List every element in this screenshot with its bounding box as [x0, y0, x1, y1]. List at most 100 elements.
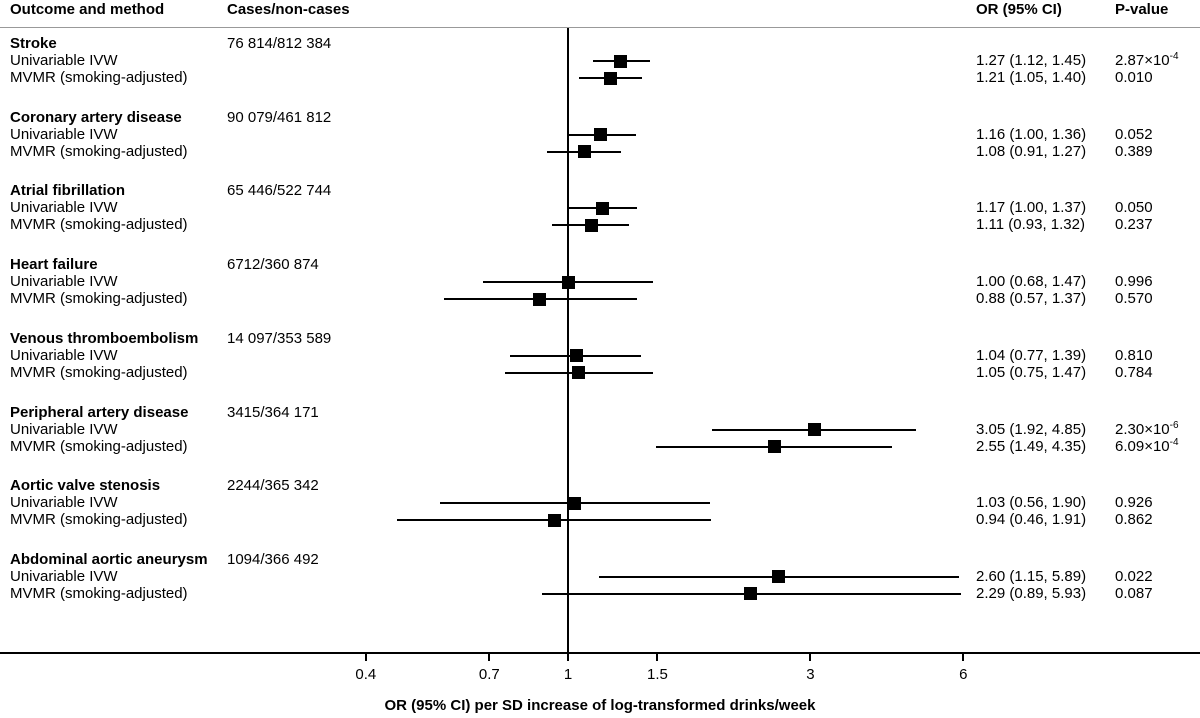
or-marker: [603, 71, 617, 85]
or-ci-value: 2.60 (1.15, 5.89): [976, 567, 1087, 585]
method-label: MVMR (smoking-adjusted): [10, 290, 188, 308]
method-label: Univariable IVW: [10, 346, 118, 364]
method-label: MVMR (smoking-adjusted): [10, 584, 188, 602]
or-marker: [614, 54, 628, 68]
or-ci-value: 2.55 (1.49, 4.35): [976, 437, 1087, 455]
or-ci-value: 3.05 (1.92, 4.85): [976, 420, 1087, 438]
column-header-outcome: Outcome and method: [10, 1, 165, 18]
method-label: Univariable IVW: [10, 567, 118, 585]
x-axis-tick-label: 6: [959, 666, 968, 683]
p-value: 0.862: [1115, 511, 1153, 529]
outcome-label: Heart failure: [10, 256, 98, 274]
column-header-cases: Cases/non-cases: [227, 1, 350, 18]
method-label: MVMR (smoking-adjusted): [10, 363, 188, 381]
method-label: Univariable IVW: [10, 494, 118, 512]
p-value: 0.010: [1115, 69, 1153, 86]
cases-value: 65 446/522 744: [227, 182, 332, 200]
or-marker: [570, 349, 584, 363]
x-axis-tick-label: 3: [806, 666, 815, 683]
method-label: Univariable IVW: [10, 52, 118, 69]
or-ci-value: 1.11 (0.93, 1.32): [976, 216, 1085, 234]
method-label: MVMR (smoking-adjusted): [10, 142, 188, 160]
method-label: MVMR (smoking-adjusted): [10, 511, 188, 529]
or-ci-value: 2.29 (0.89, 5.93): [976, 584, 1087, 602]
x-axis-line: [0, 652, 1200, 654]
cases-value: 14 097/353 589: [227, 329, 332, 347]
column-header-or: OR (95% CI): [976, 1, 1062, 18]
method-label: Univariable IVW: [10, 199, 118, 217]
p-value: 2.87×10-4: [1115, 51, 1179, 70]
or-marker: [547, 513, 561, 527]
outcome-label: Abdominal aortic aneurysm: [10, 550, 208, 568]
x-axis-tick: [962, 654, 965, 661]
p-value: 6.09×10-4: [1115, 436, 1179, 455]
p-value: 2.30×10-6: [1115, 419, 1179, 438]
or-marker: [561, 275, 575, 289]
x-axis-title: OR (95% CI) per SD increase of log-trans…: [384, 697, 816, 714]
p-value: 0.052: [1115, 125, 1153, 143]
p-value: 0.570: [1115, 290, 1153, 308]
method-label: Univariable IVW: [10, 125, 118, 143]
or-marker: [596, 201, 610, 215]
or-ci-value: 1.08 (0.91, 1.27): [976, 142, 1087, 160]
cases-value: 3415/364 171: [227, 403, 319, 421]
p-value: 0.810: [1115, 346, 1153, 364]
reference-line: [567, 28, 569, 652]
cases-value: 76 814/812 384: [227, 35, 332, 52]
p-value: 0.926: [1115, 494, 1153, 512]
x-axis-tick: [809, 654, 812, 661]
column-header-pvalue: P-value: [1115, 1, 1169, 18]
outcome-label: Venous thromboembolism: [10, 329, 199, 347]
or-marker: [578, 145, 592, 159]
or-marker: [772, 570, 786, 584]
or-ci-value: 1.16 (1.00, 1.36): [976, 125, 1087, 143]
or-ci-value: 0.88 (0.57, 1.37): [976, 290, 1087, 308]
cases-value: 1094/366 492: [227, 550, 319, 568]
x-axis-tick: [567, 654, 569, 661]
x-axis-tick-label: 0.4: [355, 666, 377, 683]
x-axis-tick-label: 1: [563, 666, 573, 683]
method-label: MVMR (smoking-adjusted): [10, 69, 188, 86]
x-axis-tick: [488, 654, 491, 661]
p-value: 0.237: [1115, 216, 1153, 234]
p-value: 0.389: [1115, 142, 1153, 160]
p-value: 0.050: [1115, 199, 1153, 217]
x-axis-tick-label: 0.7: [478, 666, 500, 683]
or-marker: [807, 423, 821, 436]
or-marker: [572, 366, 586, 380]
or-ci-value: 1.00 (0.68, 1.47): [976, 273, 1087, 291]
or-ci-value: 0.94 (0.46, 1.91): [976, 511, 1087, 529]
x-axis-tick: [656, 654, 659, 661]
or-ci-value: 1.03 (0.56, 1.90): [976, 494, 1087, 512]
or-ci-value: 1.04 (0.77, 1.39): [976, 346, 1087, 364]
p-value: 0.996: [1115, 273, 1153, 291]
or-marker: [584, 218, 598, 232]
x-axis-tick: [364, 654, 367, 661]
outcome-label: Coronary artery disease: [10, 108, 182, 126]
p-value: 0.784: [1115, 363, 1153, 381]
or-ci-value: 1.05 (0.75, 1.47): [976, 363, 1087, 381]
outcome-label: Peripheral artery disease: [10, 403, 189, 421]
or-ci-value: 1.17 (1.00, 1.37): [976, 199, 1087, 217]
method-label: Univariable IVW: [10, 420, 118, 438]
or-marker: [533, 292, 547, 306]
or-marker: [768, 440, 782, 453]
x-axis-tick-label: 1.5: [647, 666, 668, 683]
header-rule: [0, 27, 1200, 28]
or-ci-value: 1.27 (1.12, 1.45): [976, 52, 1087, 69]
p-value: 0.087: [1115, 584, 1153, 602]
outcome-label: Stroke: [10, 35, 57, 52]
p-value: 0.022: [1115, 567, 1153, 585]
cases-value: 90 079/461 812: [227, 108, 332, 126]
cases-value: 2244/365 342: [227, 477, 319, 495]
or-marker: [568, 496, 582, 510]
outcome-label: Atrial fibrillation: [10, 182, 126, 200]
method-label: MVMR (smoking-adjusted): [10, 216, 188, 234]
or-marker: [594, 128, 608, 142]
method-label: Univariable IVW: [10, 273, 118, 291]
method-label: MVMR (smoking-adjusted): [10, 437, 188, 455]
or-ci-value: 1.21 (1.05, 1.40): [976, 69, 1087, 86]
cases-value: 6712/360 874: [227, 256, 319, 274]
